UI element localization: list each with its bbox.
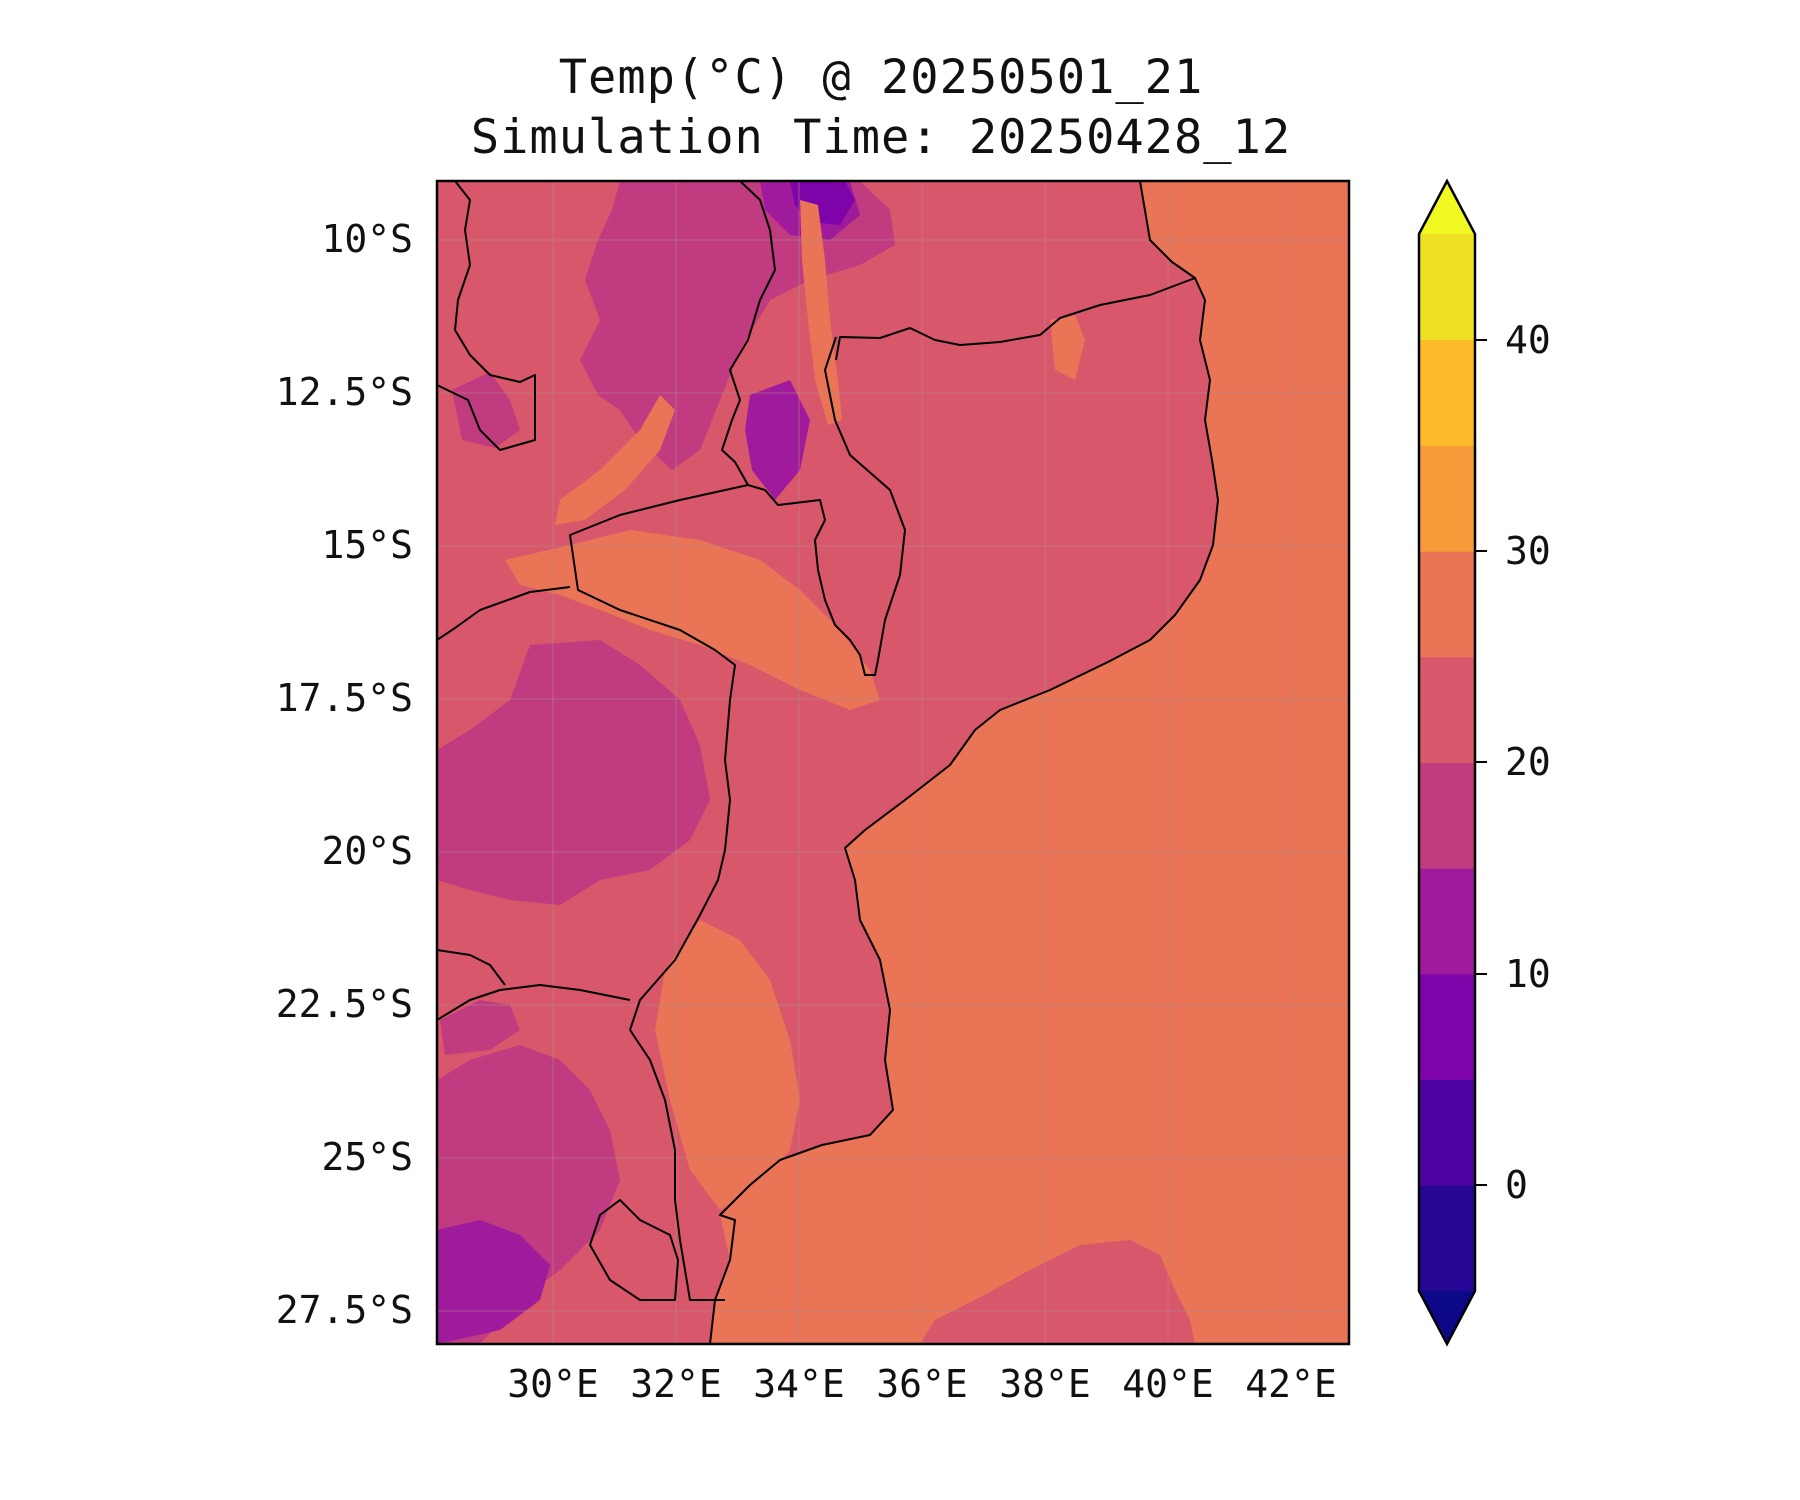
border-drc-zambia [437,181,536,451]
colorbar-tick-label: 0 [1505,1163,1528,1207]
colorbar-ticks [1475,339,1487,1186]
ocean-cool-patch [920,1240,1195,1344]
colorbar-tick-label: 40 [1505,318,1551,362]
colorbar-bands [1419,234,1475,1292]
map-subtitle: Simulation Time: 20250428_12 [470,110,1292,165]
cool-region-zimbabwe [437,640,710,905]
colorbar-band [1419,1185,1475,1292]
x-tick-label: 30°E [507,1362,599,1406]
colorbar-band [1419,234,1475,341]
colorbar-band [1419,339,1475,446]
gridlines [437,181,1349,1344]
colorbar-band [1419,551,1475,658]
x-axis: 30°E 32°E 34°E 36°E 38°E 40°E 42°E [507,1362,1337,1406]
warm-region-rift [800,200,842,425]
colorbar: 0 10 20 30 40 [1417,178,1551,1347]
border-malawi [721,181,906,676]
x-tick-label: 40°E [1122,1362,1214,1406]
x-tick-label: 32°E [630,1362,722,1406]
colorbar-band [1419,445,1475,552]
colorbar-tick-label: 30 [1505,529,1551,573]
cold-region-lake [745,380,810,500]
x-tick-label: 42°E [1245,1362,1337,1406]
temperature-field [437,181,1349,1344]
y-tick-label: 25°S [321,1135,413,1179]
colorbar-band [1419,868,1475,975]
colorbar-band [1419,973,1475,1081]
colorbar-band [1419,656,1475,763]
borders [437,181,1219,1344]
x-tick-label: 34°E [753,1362,845,1406]
colorbar-tick-label: 20 [1505,740,1551,784]
warm-region-lowveld [655,920,800,1210]
border-zambia-mozambique [569,484,749,1031]
plot-frame [435,179,1351,1346]
cold-region-south [437,1220,550,1344]
warm-region-coastal-north [1050,315,1085,380]
colorbar-band [1419,1079,1475,1186]
coastline [709,181,1219,1344]
y-tick-label: 12.5°S [276,370,413,414]
map-title: Temp(°C) @ 20250501_21 [558,50,1204,105]
colorbar-extend-bottom [1419,1291,1475,1344]
cool-region-southwest [440,1000,520,1055]
border-botswana [437,949,506,986]
colorbar-extend-top [1419,181,1475,234]
border-zimbabwe-south-africa [437,984,631,1021]
y-tick-label: 27.5°S [276,1288,413,1332]
x-tick-label: 36°E [876,1362,968,1406]
border-eswatini [589,1199,679,1301]
colorbar-tick-label: 10 [1505,952,1551,996]
colorbar-outline [1417,178,1477,1347]
border-tanzania-mozambique [835,277,1196,361]
warm-region-zambezi [505,530,880,710]
cool-region-northwest [452,372,520,448]
warm-region-luangwa [555,395,675,525]
y-tick-label: 20°S [321,829,413,873]
map-title-block: Temp(°C) @ 20250501_21 Simulation Time: … [436,48,1326,168]
x-tick-label: 38°E [999,1362,1091,1406]
y-tick-label: 17.5°S [276,676,413,720]
border-south-africa-mozambique [629,1029,725,1301]
y-tick-label: 10°S [321,217,413,261]
colorbar-band [1419,762,1475,869]
y-axis: 10°S 12.5°S 15°S 17.5°S 20°S 22.5°S 25°S… [276,217,413,1332]
y-tick-label: 15°S [321,523,413,567]
y-tick-label: 22.5°S [276,982,413,1026]
border-zambia-zimbabwe [437,586,571,641]
